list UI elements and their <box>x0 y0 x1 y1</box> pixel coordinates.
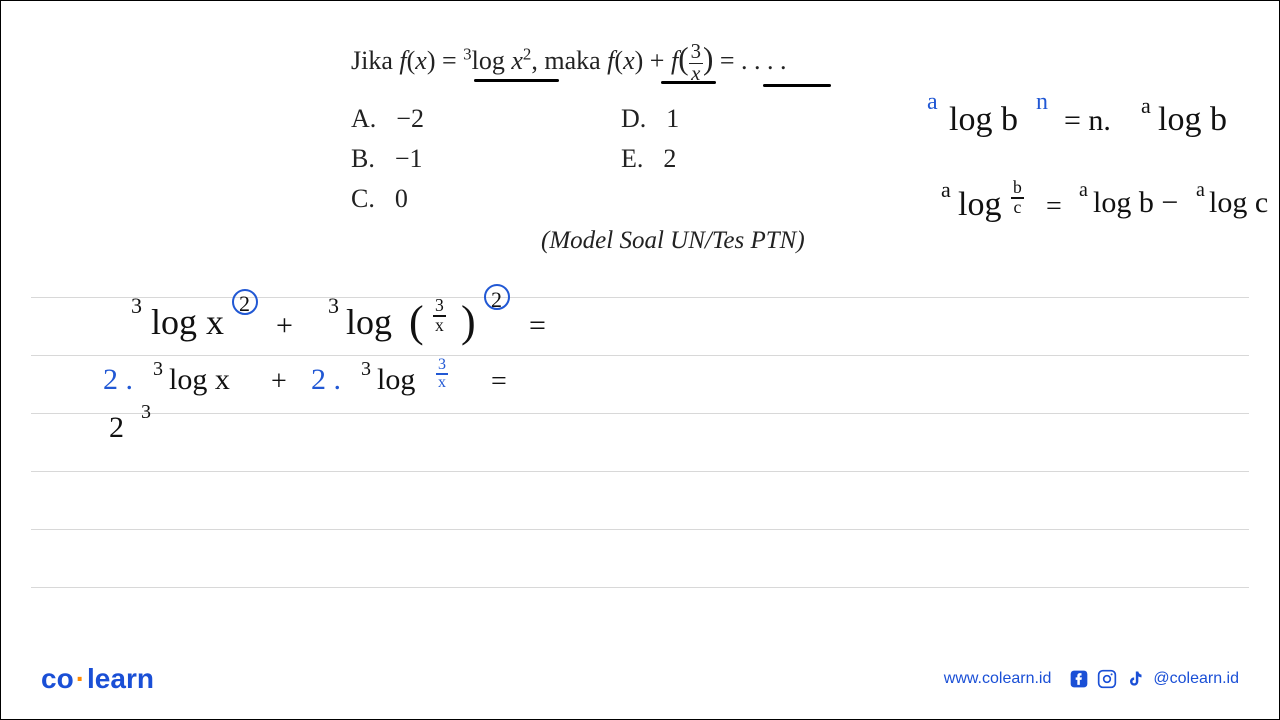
rule1-logb: log b <box>949 101 1018 139</box>
question-text: Jika f(x) = 3log x2, maka f(x) + f(3x) =… <box>351 41 951 84</box>
footer-right: www.colearn.id @colearn.id <box>944 669 1239 689</box>
circle-1 <box>232 289 258 315</box>
text-suffix: = . . . . <box>713 46 786 75</box>
option-b: B.−1 <box>351 144 621 174</box>
rule1-eq: = n. <box>1064 104 1111 138</box>
rule2-log: log <box>958 186 1001 224</box>
source-text: (Model Soal UN/Tes PTN) <box>541 227 805 255</box>
fx-text: f <box>399 46 406 75</box>
footer-handle: @colearn.id <box>1153 670 1239 688</box>
instagram-icon <box>1097 669 1117 689</box>
logo: co·learn <box>41 663 154 695</box>
rule2-rhs1: log b − <box>1093 186 1178 220</box>
log-arg: x <box>511 46 523 75</box>
rule2-rhs2: log c <box>1209 186 1268 220</box>
logo-learn: learn <box>87 663 154 694</box>
w3-base: 3 <box>141 401 151 424</box>
w2-coef2: 2 . <box>311 363 341 397</box>
w2-log2: log <box>377 363 415 397</box>
w1-log2: log <box>346 301 392 343</box>
ruled-line <box>31 471 1249 472</box>
w1-frac: 3x <box>433 297 446 334</box>
ruled-line <box>31 355 1249 356</box>
w2-eq: = <box>491 366 507 398</box>
question-block: Jika f(x) = 3log x2, maka f(x) + f(3x) =… <box>351 41 951 214</box>
footer-url: www.colearn.id <box>944 670 1052 688</box>
log-text: log <box>472 46 512 75</box>
w1-log1: log x <box>151 301 224 343</box>
w2-log1: log x <box>169 363 230 397</box>
logo-dot: · <box>76 663 85 694</box>
ruled-line <box>31 297 1249 298</box>
text-maka: , maka <box>531 46 607 75</box>
w1-paren-l: ( <box>409 296 424 347</box>
ruled-line <box>31 413 1249 414</box>
w3-coef: 2 <box>109 411 124 445</box>
w1-base2: 3 <box>328 293 339 319</box>
rule2-rhs-a1: a <box>1079 179 1088 202</box>
tiktok-icon <box>1125 669 1145 689</box>
ruled-line <box>31 529 1249 530</box>
w1-paren-r: ) <box>461 296 476 347</box>
w2-plus: + <box>271 366 287 398</box>
social-icons: @colearn.id <box>1069 669 1239 689</box>
w2-coef1: 2 . <box>103 363 133 397</box>
ruled-line <box>31 587 1249 588</box>
rule1-rhs-a: a <box>1141 93 1151 119</box>
rule2-eq: = <box>1046 191 1062 223</box>
w2-base2: 3 <box>361 358 371 381</box>
w2-frac: 3x <box>436 357 448 391</box>
rule1-a: a <box>927 89 938 116</box>
frac-num: 3 <box>689 42 703 64</box>
rule1-n: n <box>1036 89 1048 116</box>
w1-plus: + <box>276 309 293 343</box>
footer: co·learn www.colearn.id @colearn.id <box>1 659 1279 699</box>
options-grid: A.−2 D.1 B.−1 E.2 C.0 <box>351 104 951 214</box>
rule1-rhs: log b <box>1158 101 1227 139</box>
option-d: D.1 <box>621 104 821 134</box>
option-c: C.0 <box>351 184 621 214</box>
circle-2 <box>484 284 510 310</box>
w1-eq: = <box>529 309 546 343</box>
facebook-icon <box>1069 669 1089 689</box>
logo-co: co <box>41 663 74 694</box>
w2-base1: 3 <box>153 358 163 381</box>
option-a: A.−2 <box>351 104 621 134</box>
underline-3 <box>763 84 831 87</box>
w1-base1: 3 <box>131 293 142 319</box>
rule2-rhs-a2: a <box>1196 179 1205 202</box>
underline-2 <box>661 81 716 84</box>
option-e: E.2 <box>621 144 821 174</box>
text-jika: Jika <box>351 46 399 75</box>
log-base: 3 <box>463 44 471 63</box>
rule2-a: a <box>941 177 951 203</box>
underline-1 <box>474 79 559 82</box>
rule2-frac: bc <box>1011 179 1024 216</box>
